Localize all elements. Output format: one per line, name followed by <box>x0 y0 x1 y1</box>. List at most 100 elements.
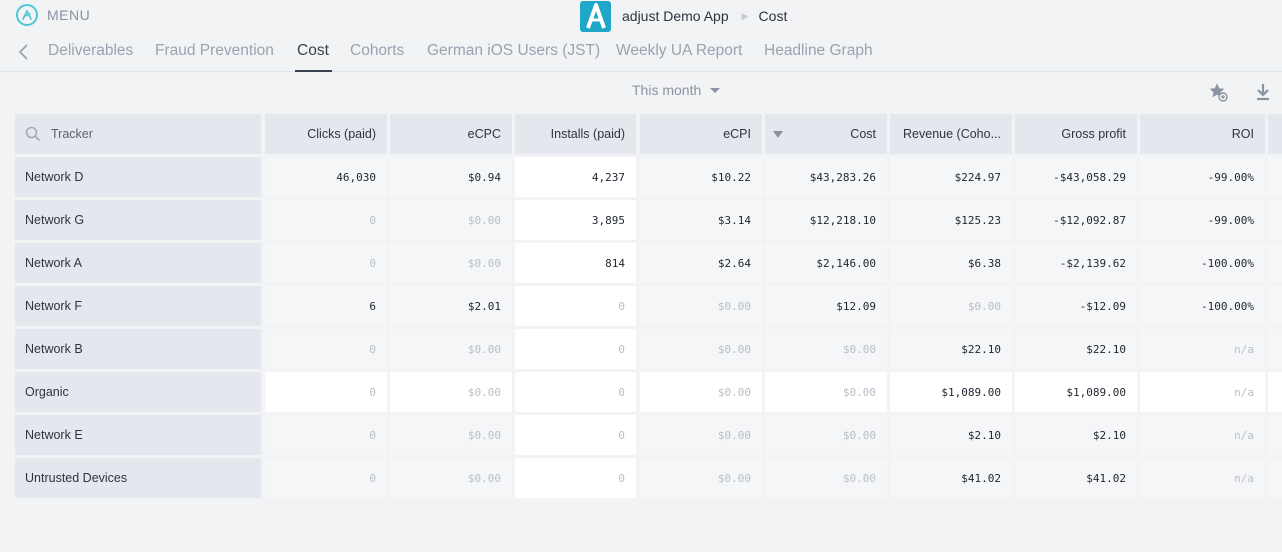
more-columns-stub <box>1268 157 1282 197</box>
tab-cost[interactable]: Cost <box>297 42 329 59</box>
table-cell: 4,237 <box>515 157 636 197</box>
table-cell: $2.10 <box>890 415 1012 455</box>
table-cell: $1,089.00 <box>890 372 1012 412</box>
tracker-name-cell[interactable]: Organic <box>15 372 261 412</box>
table-cell: -99.00% <box>1140 200 1265 240</box>
breadcrumb: adjust Demo App ▶ Cost <box>580 0 787 32</box>
table-cell: $0.00 <box>765 372 887 412</box>
period-selector[interactable]: This month <box>632 82 721 98</box>
tracker-name-cell[interactable]: Network F <box>15 286 261 326</box>
period-label: This month <box>632 82 702 98</box>
table-cell: -100.00% <box>1140 243 1265 283</box>
table-cell: 0 <box>515 286 636 326</box>
cost-header[interactable]: Cost <box>765 114 887 154</box>
ecpi-header[interactable]: eCPI <box>640 114 762 154</box>
installs-paid-header[interactable]: Installs (paid) <box>515 114 636 154</box>
column-label: Installs (paid) <box>550 127 625 141</box>
tracker-name-cell[interactable]: Network E <box>15 415 261 455</box>
roi-header[interactable]: ROI <box>1140 114 1265 154</box>
chevron-left-icon[interactable] <box>17 42 33 62</box>
table-cell: $43,283.26 <box>765 157 887 197</box>
more-columns-stub <box>1268 458 1282 498</box>
tab-german-ios-users[interactable]: German iOS Users (JST) <box>427 42 601 59</box>
menu-label: MENU <box>47 7 91 23</box>
tab-weekly-ua-report[interactable]: Weekly UA Report <box>616 42 743 59</box>
table-cell: 0 <box>265 243 387 283</box>
sort-desc-icon[interactable] <box>773 131 783 138</box>
table-cell: $2.10 <box>1015 415 1137 455</box>
table-cell: n/a <box>1140 458 1265 498</box>
search-icon <box>25 126 41 142</box>
table-cell: -100.00% <box>1140 286 1265 326</box>
column-label: Revenue (Coho... <box>903 127 1001 141</box>
breadcrumb-current: Cost <box>758 8 788 24</box>
tracker-name-cell[interactable]: Network B <box>15 329 261 369</box>
tab-headline-graph[interactable]: Headline Graph <box>764 42 873 59</box>
table-cell: $10.22 <box>640 157 762 197</box>
table-cell: $41.02 <box>1015 458 1137 498</box>
download-icon[interactable] <box>1254 82 1274 102</box>
table-cell: $3.14 <box>640 200 762 240</box>
table-cell: $0.00 <box>765 329 887 369</box>
tab-cohorts[interactable]: Cohorts <box>350 42 405 59</box>
column-label: Gross profit <box>1061 127 1126 141</box>
tracker-name-cell[interactable]: Network A <box>15 243 261 283</box>
table-cell: $1,089.00 <box>1015 372 1137 412</box>
gross-profit-header[interactable]: Gross profit <box>1015 114 1137 154</box>
more-columns-stub <box>1268 243 1282 283</box>
table-cell: $0.00 <box>640 286 762 326</box>
table-cell: $0.00 <box>765 458 887 498</box>
table-cell: 0 <box>515 415 636 455</box>
table-cell: $0.00 <box>640 372 762 412</box>
table-cell: $0.00 <box>640 415 762 455</box>
table-cell: -99.00% <box>1140 157 1265 197</box>
table-cell: $41.02 <box>890 458 1012 498</box>
more-columns-stub <box>1268 415 1282 455</box>
tracker-search-header[interactable]: Tracker <box>15 114 261 154</box>
tracker-name-cell[interactable]: Untrusted Devices <box>15 458 261 498</box>
ecpc-header[interactable]: eCPC <box>390 114 512 154</box>
top-bar: MENU adjust Demo App ▶ Cost <box>0 0 1282 32</box>
favorite-add-icon[interactable] <box>1208 82 1228 102</box>
table-cell: $0.94 <box>390 157 512 197</box>
menu-button[interactable]: MENU <box>16 4 90 26</box>
table-cell: n/a <box>1140 415 1265 455</box>
table-cell: $2,146.00 <box>765 243 887 283</box>
active-tab-indicator <box>295 70 332 72</box>
table-cell: 46,030 <box>265 157 387 197</box>
table-cell: $6.38 <box>890 243 1012 283</box>
chevron-right-icon: ▶ <box>741 10 749 21</box>
table-cell: 0 <box>265 372 387 412</box>
table-cell: $22.10 <box>1015 329 1137 369</box>
more-columns-stub <box>1268 372 1282 412</box>
more-columns-stub <box>1268 114 1282 154</box>
column-label: ROI <box>1231 127 1254 141</box>
table-cell: 0 <box>515 329 636 369</box>
app-logo-icon[interactable] <box>580 0 611 32</box>
tracker-name-cell[interactable]: Network G <box>15 200 261 240</box>
table-cell: $0.00 <box>390 329 512 369</box>
table-cell: $0.00 <box>390 458 512 498</box>
table-cell: 0 <box>265 329 387 369</box>
table-cell: -$12.09 <box>1015 286 1137 326</box>
revenue-header[interactable]: Revenue (Coho... <box>890 114 1012 154</box>
table-cell: -$43,058.29 <box>1015 157 1137 197</box>
clicks-paid-header[interactable]: Clicks (paid) <box>265 114 387 154</box>
table-cell: $0.00 <box>890 286 1012 326</box>
table-cell: n/a <box>1140 372 1265 412</box>
more-columns-stub <box>1268 286 1282 326</box>
tab-fraud-prevention[interactable]: Fraud Prevention <box>155 42 274 59</box>
table-cell: 0 <box>515 458 636 498</box>
table-cell: 0 <box>515 372 636 412</box>
tab-deliverables[interactable]: Deliverables <box>48 42 134 59</box>
table-cell: 0 <box>265 458 387 498</box>
table-cell: 0 <box>265 200 387 240</box>
more-columns-stub <box>1268 329 1282 369</box>
column-label: Clicks (paid) <box>307 127 376 141</box>
column-label: eCPC <box>467 127 501 141</box>
app-name[interactable]: adjust Demo App <box>622 8 729 24</box>
table-cell: $22.10 <box>890 329 1012 369</box>
table-cell: $0.00 <box>390 372 512 412</box>
table-cell: -$12,092.87 <box>1015 200 1137 240</box>
tracker-name-cell[interactable]: Network D <box>15 157 261 197</box>
